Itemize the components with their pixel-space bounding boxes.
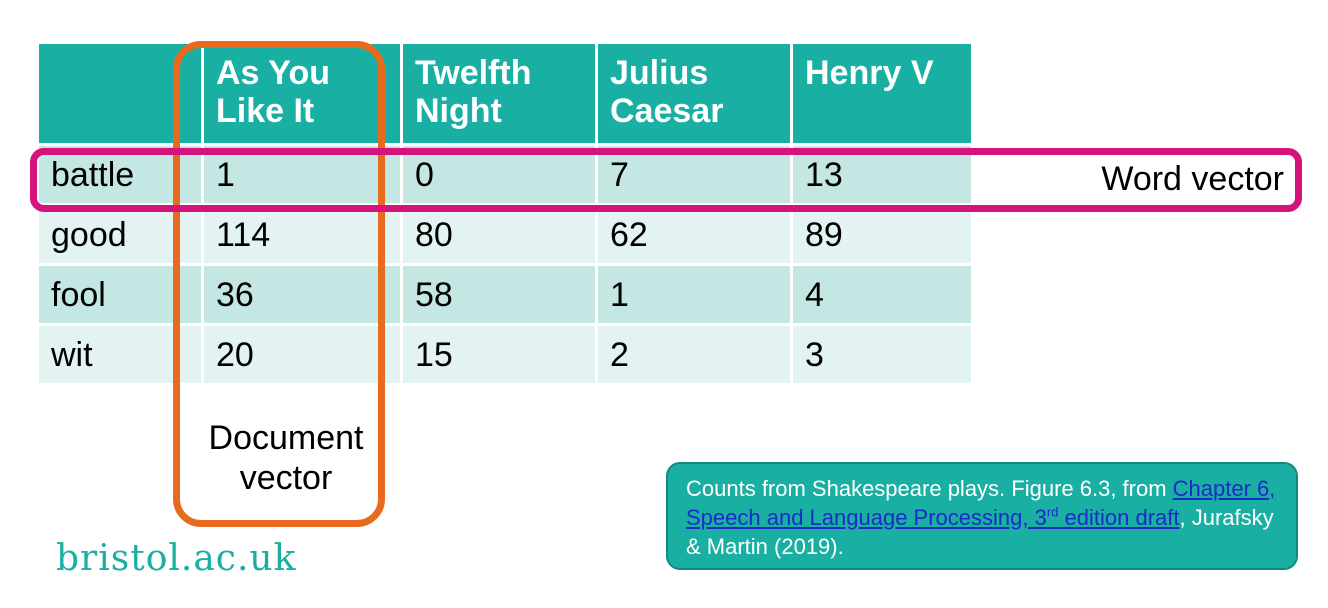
word-vector-label: Word vector (1101, 160, 1284, 198)
caption-link-tail: edition draft (1058, 505, 1180, 530)
row-word: battle (39, 143, 201, 203)
document-vector-line: vector (239, 459, 333, 497)
bristol-logo: bristol.ac.uk (56, 538, 297, 579)
header-line: Henry V (805, 54, 934, 92)
header-line: Night (415, 92, 502, 130)
document-vector-line: Document (208, 419, 364, 457)
table-cell: 58 (403, 263, 595, 323)
table-cell: 4 (793, 263, 971, 323)
table-row: battle 1 0 7 13 (39, 143, 971, 203)
table-cell: 15 (403, 323, 595, 383)
caption-link[interactable]: Chapter 6, Speech and Language Processin… (686, 476, 1275, 530)
header-line: Like It (216, 92, 315, 130)
table-cell: 20 (204, 323, 400, 383)
document-vector-label: Document vector (178, 418, 394, 498)
table-row: fool 36 58 1 4 (39, 263, 971, 323)
header-as-you-like-it: As You Like It (204, 44, 400, 143)
header-corner-cell (39, 44, 201, 143)
table-cell: 2 (598, 323, 790, 383)
table-cell: 80 (403, 203, 595, 263)
table-cell: 1 (204, 143, 400, 203)
header-henry-v: Henry V (793, 44, 971, 143)
table-cell: 3 (793, 323, 971, 383)
header-line: As You (216, 54, 330, 92)
table-cell: 13 (793, 143, 971, 203)
table-cell: 36 (204, 263, 400, 323)
row-word: wit (39, 323, 201, 383)
header-line: Julius (610, 54, 709, 92)
table-header-row: As You Like It Twelfth Night Julius Caes… (39, 44, 971, 143)
caption-box: Counts from Shakespeare plays. Figure 6.… (666, 462, 1298, 570)
header-line: Twelfth (415, 54, 532, 92)
table-row: wit 20 15 2 3 (39, 323, 971, 383)
table-cell: 7 (598, 143, 790, 203)
table-row: good 114 80 62 89 (39, 203, 971, 263)
row-word: fool (39, 263, 201, 323)
header-twelfth-night: Twelfth Night (403, 44, 595, 143)
row-word: good (39, 203, 201, 263)
table-cell: 89 (793, 203, 971, 263)
table-cell: 0 (403, 143, 595, 203)
table-cell: 1 (598, 263, 790, 323)
header-line: Caesar (610, 92, 724, 130)
table-cell: 62 (598, 203, 790, 263)
caption-prefix: Counts from Shakespeare plays. Figure 6.… (686, 476, 1173, 501)
caption-link-sup: rd (1046, 504, 1059, 520)
caption-suffix: , Jurafsky & Martin (2019). (686, 505, 1274, 559)
term-document-matrix: As You Like It Twelfth Night Julius Caes… (36, 44, 974, 383)
caption-link-main: Chapter 6, Speech and Language Processin… (686, 476, 1276, 530)
header-julius-caesar: Julius Caesar (598, 44, 790, 143)
table-cell: 114 (204, 203, 400, 263)
